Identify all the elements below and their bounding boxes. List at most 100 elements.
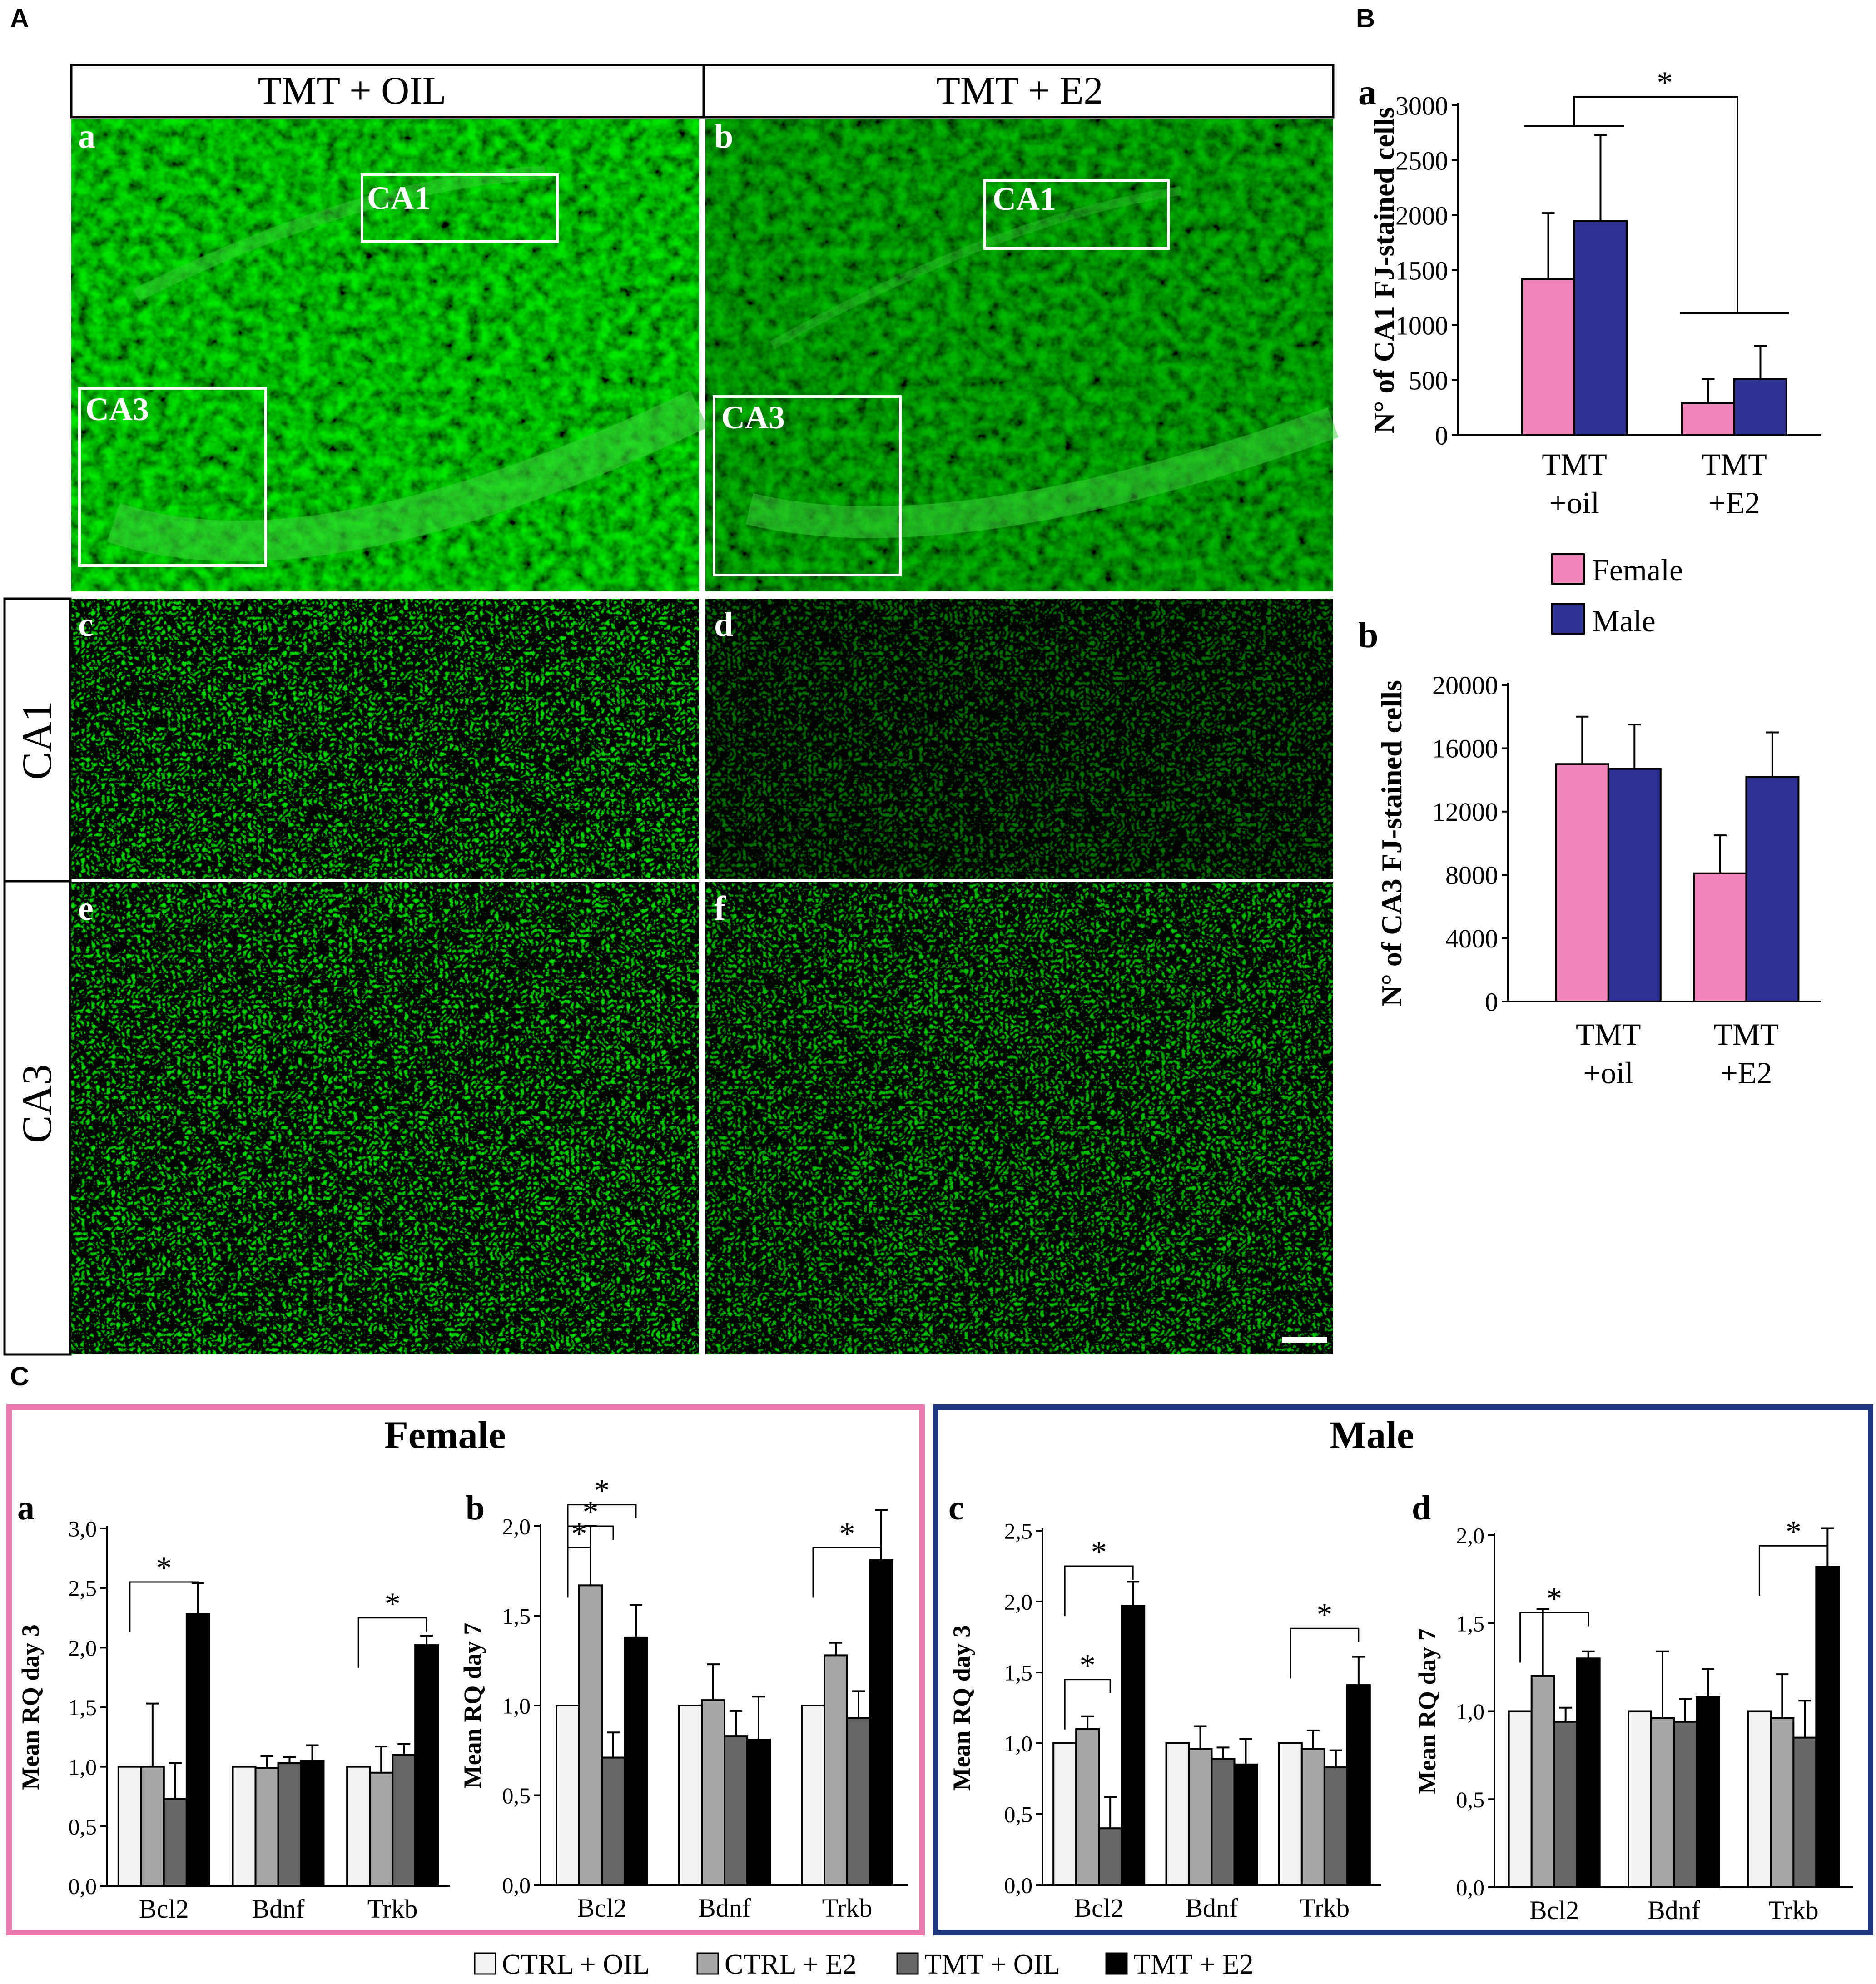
micrograph-letter-d: d (714, 605, 733, 644)
bar (1792, 1736, 1817, 1888)
category-label: +E2 (1720, 1056, 1772, 1090)
bar (1278, 1742, 1303, 1886)
chart-C-a: 0,0 0,5 1,0 1,5 2,0 2,5 3,0 Mean RQ day 3 Bcl2 Bd… (17, 1516, 450, 1924)
bar (1300, 1748, 1325, 1886)
significance-bracket (1758, 1545, 1828, 1596)
significance-marker: * (571, 1516, 587, 1551)
bar (1673, 1721, 1697, 1888)
y-tick-label: 1000 (1395, 311, 1448, 340)
category-label: Trkb (1768, 1895, 1819, 1925)
y-axis-label: N° of CA1 FJ-stained cells (1368, 107, 1400, 434)
significance-bracket (1064, 1565, 1134, 1616)
legend-label-ctrl-oil: CTRL + OIL (502, 1949, 650, 1980)
y-tick-label: 0,5 (502, 1783, 531, 1808)
bar (1188, 1748, 1213, 1886)
y-tick-label: 8000 (1445, 861, 1498, 890)
y-tick-label: 20000 (1432, 670, 1498, 700)
significance-marker: * (594, 1473, 610, 1508)
category-label: +oil (1583, 1056, 1633, 1090)
bar (346, 1766, 371, 1887)
y-tick-label: 0,5 (1004, 1802, 1033, 1827)
significance-marker: * (1546, 1582, 1562, 1617)
bar (801, 1705, 825, 1886)
y-tick-label: 1,5 (1456, 1611, 1485, 1636)
bar (392, 1754, 417, 1887)
bar (846, 1717, 871, 1886)
y-tick-label: 0,5 (1456, 1787, 1485, 1812)
bar (1573, 220, 1628, 436)
significance-marker: * (1786, 1514, 1802, 1549)
section-A: A TMT + OIL TMT + E2 CA1 CA3 (3, 4, 1339, 1356)
category-label: Trkb (822, 1893, 873, 1923)
bar (1121, 1605, 1146, 1886)
significance-bracket (1519, 1612, 1589, 1663)
chart-C-d: 0,0 0,5 1,0 1,5 2,0 Mean RQ day 7 Bcl2 Bdnf Trkb… (1414, 1514, 1853, 1925)
bar (1165, 1742, 1190, 1886)
micrograph-panel-a (71, 119, 708, 591)
significance-marker: * (1091, 1535, 1107, 1570)
y-axis-label: Mean RQ day 3 (948, 1625, 975, 1791)
roi-box-ca3-b (713, 395, 902, 576)
y-tick-label: 2,0 (69, 1635, 97, 1661)
micrograph-letter-b: b (714, 117, 733, 155)
bar (1346, 1684, 1371, 1886)
significance-bracket (1524, 96, 1789, 314)
bar (1530, 1675, 1555, 1888)
bar (869, 1559, 893, 1886)
legend-label-male: Male (1592, 604, 1656, 638)
y-tick-label: 2000 (1395, 201, 1448, 230)
significance-marker: * (839, 1516, 855, 1551)
y-tick-label: 1,0 (502, 1693, 531, 1719)
bar (1052, 1742, 1077, 1886)
micrograph-panel-f (705, 882, 1333, 1354)
bar (746, 1739, 771, 1886)
category-label: Bdnf (1186, 1893, 1239, 1923)
bar (1650, 1717, 1675, 1888)
roi-box-ca1-a (361, 173, 559, 243)
micrograph-panel-e (71, 882, 699, 1354)
bar (185, 1613, 210, 1887)
legend-swatch-tmt-e2 (1105, 1952, 1128, 1975)
y-tick-label: 2,0 (1004, 1589, 1033, 1615)
y-tick-label: 2,0 (502, 1514, 531, 1539)
legend-swatch-ctrl-oil (474, 1952, 496, 1975)
bar (824, 1654, 848, 1886)
micrograph-panel-c (71, 599, 699, 879)
y-tick-label: 1,0 (1456, 1699, 1485, 1724)
bar (1770, 1717, 1795, 1888)
bar (1553, 1721, 1578, 1888)
bar (1733, 378, 1787, 436)
row-box-ca3 (3, 880, 72, 1356)
y-tick-label: 1,5 (69, 1695, 97, 1720)
bar (232, 1766, 257, 1887)
bar (1521, 278, 1575, 436)
category-label: Trkb (1299, 1893, 1350, 1923)
bar (1323, 1766, 1348, 1886)
panel-letter-A: A (10, 4, 29, 33)
y-tick-label: 1500 (1395, 256, 1448, 285)
chart-C-c: 0,0 0,5 1,0 1,5 2,0 2,5 Mean RQ day 3 Bcl2 Bdnf T… (948, 1518, 1381, 1923)
bar (1628, 1710, 1652, 1888)
category-label: TMT (1702, 447, 1767, 481)
significance-marker: * (583, 1495, 599, 1530)
legend-label-tmt-e2: TMT + E2 (1133, 1949, 1254, 1980)
category-label: Bcl2 (1529, 1895, 1579, 1925)
bar (277, 1762, 302, 1887)
y-tick-label: 2500 (1395, 146, 1448, 175)
legend-B: Female Male (1551, 553, 1683, 638)
bar (556, 1705, 580, 1886)
roi-box-ca1-b (983, 179, 1170, 250)
male-title: Male (1330, 1413, 1414, 1457)
y-tick-label: 2,5 (69, 1576, 97, 1601)
category-label: TMT (1576, 1017, 1641, 1052)
legend-swatch-male (1551, 603, 1585, 635)
y-tick-label: 0,5 (69, 1814, 97, 1839)
category-label: Trkb (367, 1894, 418, 1924)
y-tick-label: 1,0 (69, 1754, 97, 1780)
significance-marker: * (1316, 1597, 1332, 1632)
y-tick-label: 0,0 (502, 1873, 531, 1898)
micrograph-letter-c: c (78, 605, 94, 644)
bar (163, 1798, 188, 1887)
y-axis-label: Mean RQ day 3 (17, 1624, 44, 1790)
male-frame (933, 1404, 1873, 1935)
